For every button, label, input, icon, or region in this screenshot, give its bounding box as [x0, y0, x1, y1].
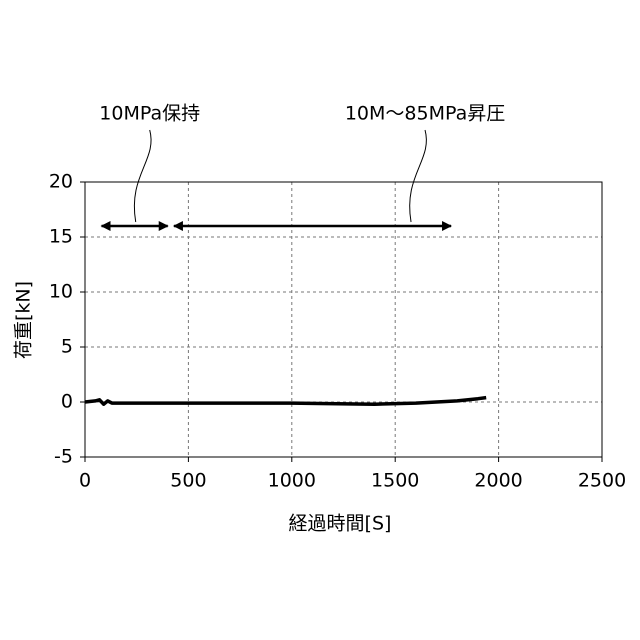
y-tick-label: 20 [49, 171, 73, 193]
x-tick-label: 2500 [578, 470, 626, 492]
x-tick-label: 1500 [371, 470, 419, 492]
y-tick-label: 15 [49, 226, 73, 248]
data-line [85, 398, 486, 405]
x-axis-label: 経過時間[S] [289, 513, 392, 535]
y-tick-label: -5 [54, 446, 73, 468]
y-tick-label: 10 [49, 281, 73, 303]
plot-frame [85, 182, 602, 457]
chart: 経過時間[S] 荷重[kN] -5 0 5 10 15 20 0 500 1000 1500 200… [0, 0, 640, 640]
y-tick-label: 0 [61, 391, 73, 413]
x-tick-label: 500 [170, 470, 206, 492]
x-tick-label: 2000 [474, 470, 522, 492]
leader-line [410, 130, 427, 222]
leader-line [134, 130, 151, 222]
x-tick-label: 1000 [268, 470, 316, 492]
y-axis-label: 荷重[kN] [13, 281, 35, 359]
x-tick-label: 0 [79, 470, 91, 492]
y-tick-label: 5 [61, 336, 73, 358]
annotation-label: 10MPa保持 [99, 103, 200, 125]
annotation-label: 10M～85MPa昇圧 [345, 103, 505, 125]
